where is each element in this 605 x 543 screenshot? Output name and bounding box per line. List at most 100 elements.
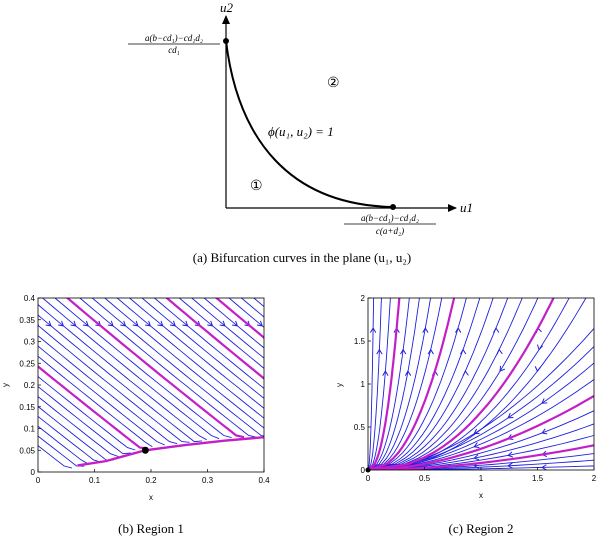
streamline-arrow bbox=[534, 366, 541, 373]
streamline bbox=[368, 298, 539, 470]
region-2-y-tick-label: 0.5 bbox=[354, 423, 366, 432]
streamline bbox=[38, 445, 73, 469]
bottom-intercept-numerator: a(b−cd₁)−cd₁d₂ bbox=[361, 213, 419, 223]
region-2-y-tick-label: 1 bbox=[361, 380, 366, 389]
streamline-arrow bbox=[82, 320, 89, 327]
region-2-marker: ② bbox=[327, 76, 340, 91]
curve-label: ϕ(u₁, u₂) = 1 bbox=[268, 124, 334, 139]
region-1-y-tick-label: 0 bbox=[31, 468, 36, 477]
highlighted-trajectory bbox=[368, 444, 594, 470]
streamline bbox=[79, 298, 257, 438]
streamline-arrow bbox=[507, 451, 514, 458]
u2-axis-label: u2 bbox=[220, 0, 234, 15]
streamline bbox=[368, 298, 443, 470]
highlighted-trajectory bbox=[368, 394, 594, 470]
region-1-y-tick-label: 0.2 bbox=[24, 381, 36, 390]
streamline bbox=[38, 345, 165, 446]
streamline bbox=[368, 298, 410, 470]
region-1-y-tick-label: 0.4 bbox=[24, 294, 36, 303]
streamline bbox=[116, 298, 264, 419]
streamline bbox=[228, 298, 264, 328]
region-1-y-tick-label: 0.1 bbox=[24, 425, 36, 434]
streamline bbox=[368, 362, 594, 470]
streamline-arrow bbox=[462, 370, 469, 377]
panel-b: 0 0.1 0.2 0.3 0.4 0 0.05 0.1 0.15 0.2 0.25 0.3 0.35 0… bbox=[1, 294, 270, 536]
bottom-intercept-denominator: c(a+d₂) bbox=[376, 226, 404, 236]
streamline-arrow bbox=[169, 320, 176, 327]
region-1-marker: ① bbox=[250, 179, 263, 194]
streamline bbox=[38, 304, 207, 441]
streamline-arrow bbox=[422, 327, 429, 333]
caption-c: (c) Region 2 bbox=[449, 521, 514, 536]
streamline bbox=[368, 298, 391, 470]
streamline bbox=[178, 298, 264, 369]
streamline bbox=[368, 298, 587, 470]
streamline bbox=[191, 298, 264, 359]
region-1-x-tick-label: 0.2 bbox=[145, 476, 157, 485]
region-2-y-tick-label: 1.5 bbox=[354, 337, 366, 346]
region-2-x-tick-label: 0 bbox=[366, 474, 371, 483]
region-1-xlabel: x bbox=[149, 493, 153, 502]
top-intercept-denominator: cd₁ bbox=[168, 45, 180, 55]
streamline-arrow bbox=[400, 348, 407, 355]
region-1-x-tick-label: 0 bbox=[36, 476, 41, 485]
streamline bbox=[368, 298, 523, 470]
streamline-arrow bbox=[507, 462, 513, 469]
streamline-arrow bbox=[507, 412, 514, 419]
streamline-arrow bbox=[541, 428, 548, 435]
region-1-ylabel: y bbox=[1, 383, 10, 387]
streamline bbox=[38, 335, 178, 445]
region-1-separatrix bbox=[77, 436, 265, 467]
streamline-arrow bbox=[120, 320, 127, 327]
streamline bbox=[368, 298, 420, 470]
streamline bbox=[368, 410, 594, 470]
streamline bbox=[153, 298, 264, 389]
region-2-x-tick-label: 1.5 bbox=[532, 474, 544, 483]
streamline bbox=[203, 298, 264, 349]
region-1-y-tick-label: 0.05 bbox=[19, 446, 35, 455]
streamline bbox=[128, 298, 264, 409]
region-2-y-tick-label: 2 bbox=[361, 294, 366, 303]
streamline bbox=[38, 425, 90, 465]
streamline bbox=[104, 298, 264, 429]
highlighted-trajectory bbox=[214, 298, 264, 340]
streamline bbox=[368, 298, 570, 470]
streamline-arrow bbox=[369, 327, 377, 333]
streamline bbox=[38, 415, 102, 463]
streamline bbox=[38, 375, 136, 451]
region-2-streamlines bbox=[368, 298, 594, 470]
streamline bbox=[368, 298, 481, 470]
region-2-y-tick-label: 0 bbox=[361, 466, 366, 475]
streamline-arrow bbox=[256, 320, 263, 327]
streamline-arrow bbox=[455, 327, 462, 333]
streamline bbox=[38, 314, 203, 443]
top-intercept-numerator: a(b−cd₁)−cd₁d₂ bbox=[145, 33, 203, 43]
streamline bbox=[38, 435, 85, 467]
streamline-arrow bbox=[45, 320, 52, 327]
streamline bbox=[38, 385, 131, 455]
region-1-ticks: 0 0.1 0.2 0.3 0.4 0 0.05 0.1 0.15 0.2 0.25 0.3 0.35 0… bbox=[19, 294, 270, 485]
highlighted-trajectory bbox=[65, 298, 245, 439]
streamline bbox=[240, 298, 264, 318]
streamline-arrow bbox=[58, 320, 65, 327]
streamline-arrow bbox=[70, 320, 77, 327]
streamline-arrow bbox=[473, 442, 480, 449]
caption-a: (a) Bifurcation curves in the plane (u₁,… bbox=[193, 250, 411, 265]
region-2-x-tick-label: 0.5 bbox=[419, 474, 431, 483]
streamline-arrow bbox=[382, 370, 389, 376]
region-2-x-tick-label: 1 bbox=[479, 474, 484, 483]
region-1-y-tick-label: 0.3 bbox=[24, 338, 36, 347]
streamline bbox=[41, 298, 220, 440]
streamline-arrow bbox=[157, 320, 164, 327]
streamline bbox=[368, 298, 375, 470]
streamline bbox=[38, 405, 114, 461]
streamline-arrow bbox=[496, 348, 503, 355]
region-1-equilibrium-point bbox=[141, 446, 149, 454]
streamline-arrow bbox=[404, 370, 412, 376]
streamline-arrow bbox=[493, 327, 500, 333]
streamline bbox=[368, 298, 382, 470]
streamline bbox=[368, 298, 494, 470]
streamline bbox=[38, 355, 153, 448]
region-1-x-tick-label: 0.4 bbox=[258, 476, 270, 485]
